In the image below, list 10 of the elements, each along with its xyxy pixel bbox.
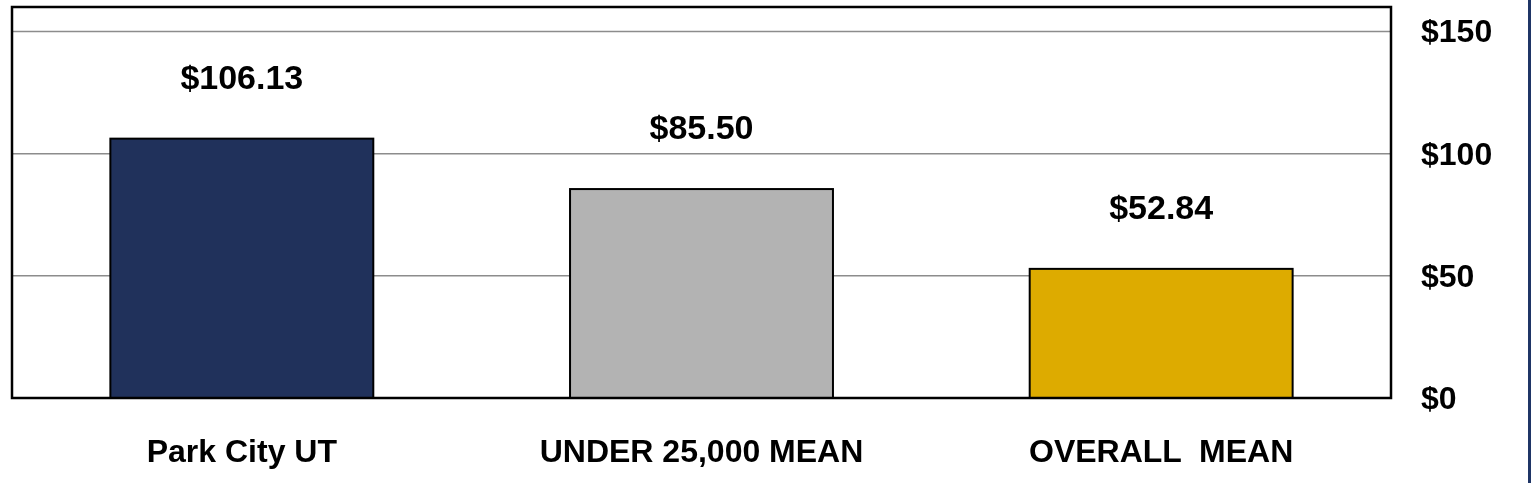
y-tick-label: $150 <box>1421 13 1493 50</box>
x-tick-label: UNDER 25,000 MEAN <box>539 433 864 469</box>
x-tick-label: Park City UT <box>146 433 338 469</box>
y-tick-label: $0 <box>1421 380 1457 416</box>
y-tick-label: $50 <box>1421 257 1475 294</box>
y-tick-label: $100 <box>1421 135 1493 172</box>
data-label: $106.13 <box>180 57 304 96</box>
x-tick-label: OVERALL MEAN <box>1029 433 1294 469</box>
data-label: $52.84 <box>1109 187 1214 226</box>
data-label: $85.50 <box>649 108 754 147</box>
